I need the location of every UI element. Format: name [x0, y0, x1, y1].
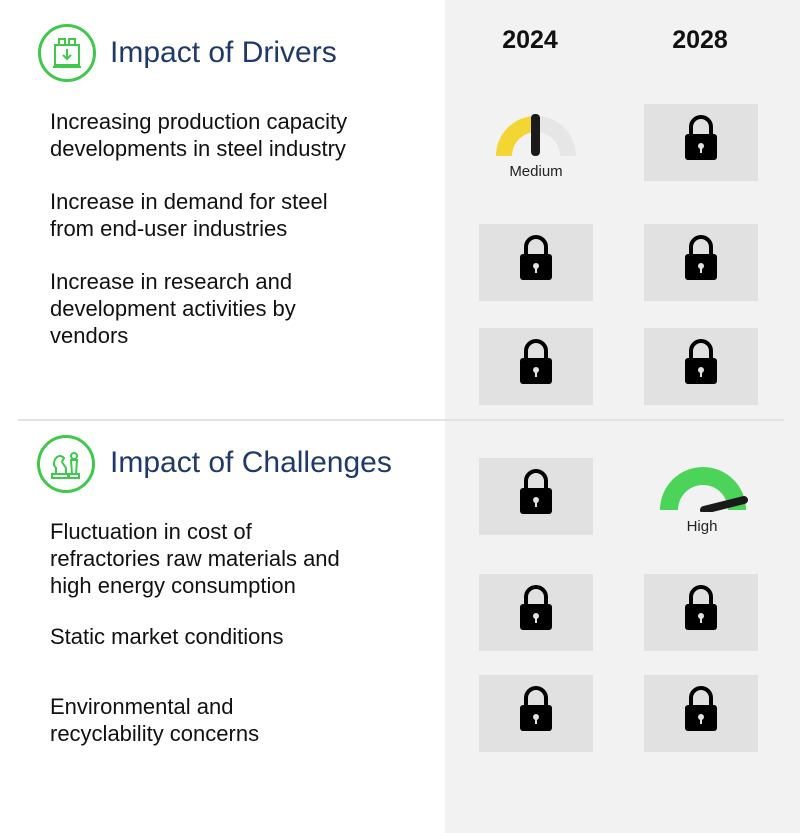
chess-icon — [37, 435, 95, 493]
year-2024-header: 2024 — [502, 26, 558, 54]
locked-cell[interactable] — [644, 328, 758, 405]
driver-item-1: Increasing production capacity developme… — [50, 109, 348, 161]
lock-icon — [685, 686, 717, 731]
locked-cell[interactable] — [644, 574, 758, 651]
high-gauge-label: High — [686, 518, 718, 535]
lock-icon — [520, 235, 552, 280]
lock-icon — [520, 585, 552, 630]
year-2028-header: 2028 — [672, 26, 728, 54]
lock-icon — [685, 115, 717, 160]
factory-icon — [38, 24, 96, 82]
high-gauge — [658, 466, 748, 517]
lock-icon — [520, 339, 552, 384]
locked-cell[interactable] — [479, 458, 593, 535]
locked-cell[interactable] — [479, 675, 593, 752]
driver-item-2: Increase in demand for steel from end-us… — [50, 189, 328, 241]
lock-icon — [520, 469, 552, 514]
medium-gauge-label: Medium — [509, 163, 563, 180]
lock-icon — [520, 686, 552, 731]
driver-item-3: Increase in research and development act… — [50, 269, 296, 348]
locked-cell[interactable] — [644, 224, 758, 301]
locked-cell[interactable] — [479, 574, 593, 651]
locked-cell[interactable] — [479, 328, 593, 405]
locked-cell[interactable] — [479, 224, 593, 301]
medium-gauge — [494, 112, 578, 165]
drivers-title: Impact of Drivers — [110, 36, 337, 69]
challenges-title: Impact of Challenges — [110, 446, 392, 479]
section-divider — [18, 419, 784, 421]
lock-icon — [685, 235, 717, 280]
locked-cell[interactable] — [644, 675, 758, 752]
lock-icon — [685, 339, 717, 384]
challenge-item-2: Static market conditions — [50, 624, 284, 649]
challenge-item-3: Environmental and recyclability concerns — [50, 694, 260, 746]
challenge-item-1: Fluctuation in cost of refractories raw … — [50, 519, 340, 598]
lock-icon — [685, 585, 717, 630]
locked-cell[interactable] — [644, 104, 758, 181]
